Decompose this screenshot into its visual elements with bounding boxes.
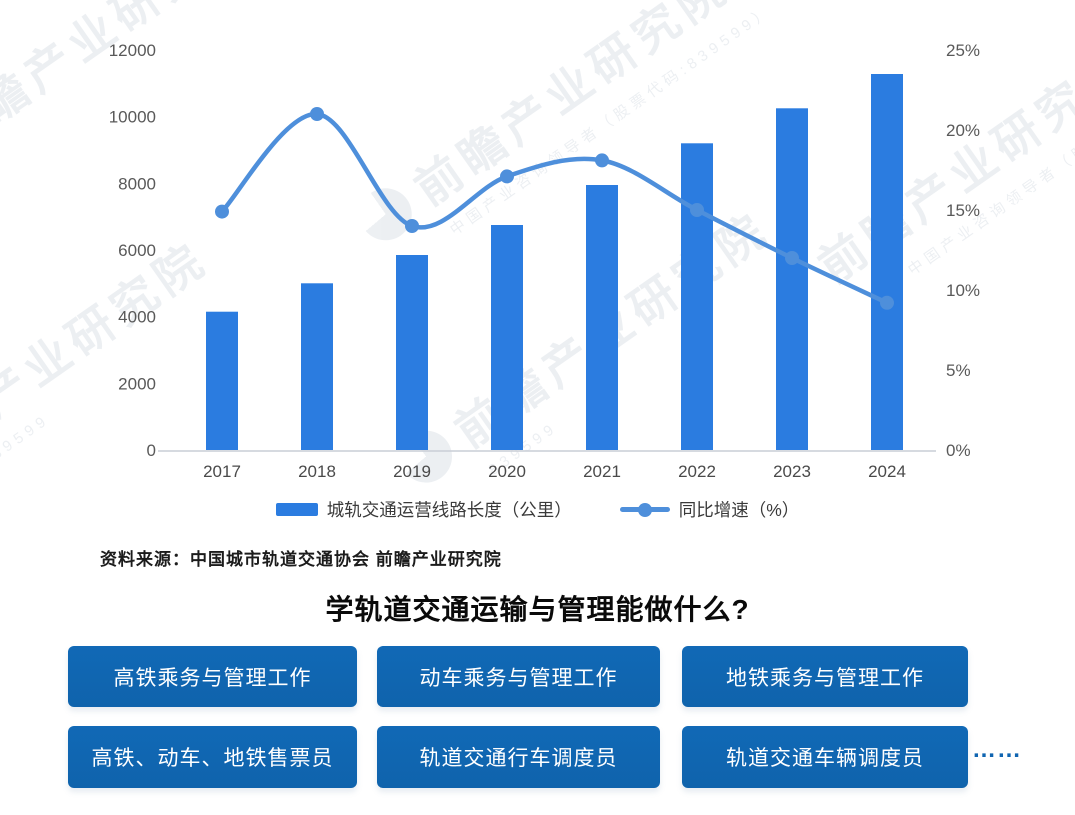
line-point-2023 — [785, 251, 799, 265]
bar-2018 — [301, 283, 333, 450]
right-axis-tick: 5% — [946, 361, 971, 380]
line-point-2017 — [215, 204, 229, 219]
x-axis-label-2024: 2024 — [868, 462, 906, 481]
x-axis-label-2020: 2020 — [488, 462, 526, 481]
legend-label-line-length: 城轨交通运营线路长度（公里） — [326, 500, 572, 520]
right-axis-tick: 10% — [946, 281, 980, 300]
line-point-2021 — [595, 153, 609, 168]
combo-chart: 0 2000 4000 6000 8000 10000 12000 0% 5% 10% 15% 20%… — [109, 41, 980, 481]
left-axis-tick: 4000 — [118, 308, 156, 327]
line-point-2020 — [500, 169, 514, 184]
line-point-2019 — [405, 219, 419, 233]
left-axis-tick: 2000 — [118, 374, 156, 393]
left-axis-tick: 0 — [147, 441, 156, 460]
bar-2023 — [776, 108, 808, 451]
right-axis-tick: 0% — [946, 441, 971, 460]
legend-item-line-length: 城轨交通运营线路长度（公里） — [275, 497, 572, 522]
left-axis-tick: 8000 — [118, 174, 156, 193]
x-axis-label-2018: 2018 — [298, 462, 336, 481]
bar-2020 — [491, 225, 523, 450]
right-axis-tick: 15% — [946, 201, 980, 220]
job-button-vehicle-dispatcher[interactable]: 轨道交通车辆调度员 — [682, 726, 968, 788]
line-point-2024 — [880, 295, 894, 310]
left-axis-tick: 10000 — [109, 108, 156, 127]
line-point-2022 — [690, 203, 704, 217]
job-button-train-dispatcher[interactable]: 轨道交通行车调度员 — [377, 726, 660, 788]
bar-series-swatch — [275, 503, 318, 516]
more-ellipsis: …… — [972, 736, 1022, 763]
legend-label-growth: 同比增速（%） — [678, 500, 800, 520]
section-title: 学轨道交通运输与管理能做什么? — [325, 594, 750, 625]
chart-legend: 城轨交通运营线路长度（公里） 同比增速（%） — [0, 497, 1075, 522]
left-axis-tick: 12000 — [109, 41, 156, 60]
right-axis-tick: 20% — [946, 121, 980, 140]
line-series-swatch — [619, 502, 670, 517]
bar-2021 — [586, 185, 618, 450]
job-button-hsr-crew[interactable]: 高铁乘务与管理工作 — [68, 646, 357, 707]
right-axis-tick: 25% — [946, 41, 980, 60]
bar-2017 — [206, 311, 238, 450]
x-axis-label-2023: 2023 — [773, 462, 811, 481]
bar-2019 — [396, 255, 428, 450]
line-point-2018 — [310, 107, 324, 121]
bar-2024 — [871, 74, 903, 450]
source-text: 资料来源：中国城市轨道交通协会 前瞻产业研究院 — [100, 550, 502, 569]
line-marker-dot — [637, 502, 652, 517]
x-axis-label-2022: 2022 — [678, 462, 716, 481]
x-axis-label-2021: 2021 — [583, 462, 621, 481]
job-button-ticket-seller[interactable]: 高铁、动车、地铁售票员 — [68, 726, 357, 788]
job-button-emu-crew[interactable]: 动车乘务与管理工作 — [377, 646, 660, 707]
x-axis-label-2017: 2017 — [203, 462, 241, 481]
left-axis-tick: 6000 — [118, 241, 156, 260]
legend-item-growth: 同比增速（%） — [619, 497, 800, 522]
bar-2022 — [681, 143, 713, 451]
job-button-metro-crew[interactable]: 地铁乘务与管理工作 — [682, 646, 968, 707]
x-axis-label-2019: 2019 — [393, 462, 431, 481]
